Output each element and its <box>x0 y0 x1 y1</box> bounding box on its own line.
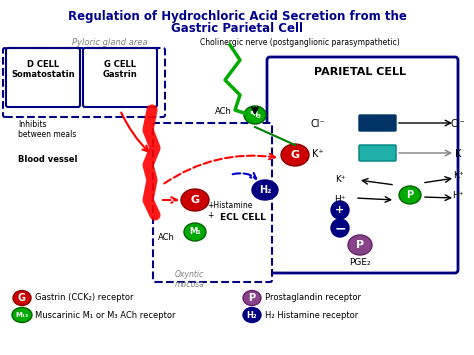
Text: Pyloric gland area: Pyloric gland area <box>72 38 147 47</box>
Text: Oxyntic
mucosa: Oxyntic mucosa <box>175 270 205 289</box>
Text: PGE₂: PGE₂ <box>349 258 371 267</box>
Text: +: + <box>207 211 213 219</box>
Text: H⁺: H⁺ <box>452 191 464 200</box>
Text: Cl⁻: Cl⁻ <box>451 119 465 129</box>
Text: H⁺: H⁺ <box>334 196 346 204</box>
Text: ACh: ACh <box>215 108 232 116</box>
Text: M₁: M₁ <box>189 228 201 236</box>
Text: Regulation of Hydrochloric Acid Secretion from the: Regulation of Hydrochloric Acid Secretio… <box>68 10 406 23</box>
Ellipse shape <box>399 186 421 204</box>
Ellipse shape <box>348 235 372 255</box>
Text: K: K <box>455 149 461 159</box>
Text: M₁₃: M₁₃ <box>16 312 28 318</box>
Text: H₂ Histamine receptor: H₂ Histamine receptor <box>265 311 358 320</box>
Text: ECL CELL: ECL CELL <box>220 213 266 223</box>
Text: P: P <box>356 240 364 250</box>
Text: M₃: M₃ <box>249 110 261 120</box>
Ellipse shape <box>184 223 206 241</box>
Text: Inhibits
between meals: Inhibits between meals <box>18 120 76 140</box>
Text: H₂: H₂ <box>259 185 271 195</box>
Text: P: P <box>248 293 255 303</box>
Text: Cl⁻: Cl⁻ <box>310 119 325 129</box>
Text: +: + <box>336 205 345 215</box>
Text: +Histamine: +Histamine <box>207 201 252 209</box>
Text: −: − <box>334 221 346 235</box>
Text: G: G <box>18 293 26 303</box>
FancyBboxPatch shape <box>153 123 272 282</box>
Circle shape <box>331 219 349 237</box>
Ellipse shape <box>13 290 31 306</box>
Text: Gastric Parietal Cell: Gastric Parietal Cell <box>171 22 303 35</box>
Text: H₂: H₂ <box>246 311 257 320</box>
Ellipse shape <box>243 307 261 322</box>
Text: ACh: ACh <box>158 234 175 242</box>
Text: P: P <box>406 190 413 200</box>
Ellipse shape <box>12 307 32 322</box>
Text: K⁺: K⁺ <box>312 149 324 159</box>
Text: G: G <box>191 195 200 205</box>
FancyBboxPatch shape <box>359 115 396 131</box>
Ellipse shape <box>244 106 266 124</box>
Circle shape <box>331 201 349 219</box>
Text: K⁺: K⁺ <box>453 170 463 180</box>
Text: G: G <box>291 150 300 160</box>
Ellipse shape <box>281 144 309 166</box>
Text: Gastrin (CCK₂) receptor: Gastrin (CCK₂) receptor <box>35 294 134 302</box>
Text: K⁺: K⁺ <box>335 175 346 185</box>
FancyBboxPatch shape <box>83 48 157 107</box>
FancyBboxPatch shape <box>359 145 396 161</box>
Text: Blood vessel: Blood vessel <box>18 155 78 164</box>
FancyBboxPatch shape <box>267 57 458 273</box>
Text: D CELL
Somatostatin: D CELL Somatostatin <box>11 60 75 80</box>
Text: PARIETAL CELL: PARIETAL CELL <box>314 67 406 77</box>
Ellipse shape <box>181 189 209 211</box>
Text: Cholinergic nerve (postganglionic parasympathetic): Cholinergic nerve (postganglionic parasy… <box>200 38 400 47</box>
Text: Prostaglandin receptor: Prostaglandin receptor <box>265 294 361 302</box>
Text: G CELL
Gastrin: G CELL Gastrin <box>103 60 137 80</box>
FancyBboxPatch shape <box>6 48 80 107</box>
Ellipse shape <box>243 290 261 306</box>
Text: Muscarinic M₁ or M₃ ACh receptor: Muscarinic M₁ or M₃ ACh receptor <box>35 311 175 320</box>
Ellipse shape <box>252 180 278 200</box>
